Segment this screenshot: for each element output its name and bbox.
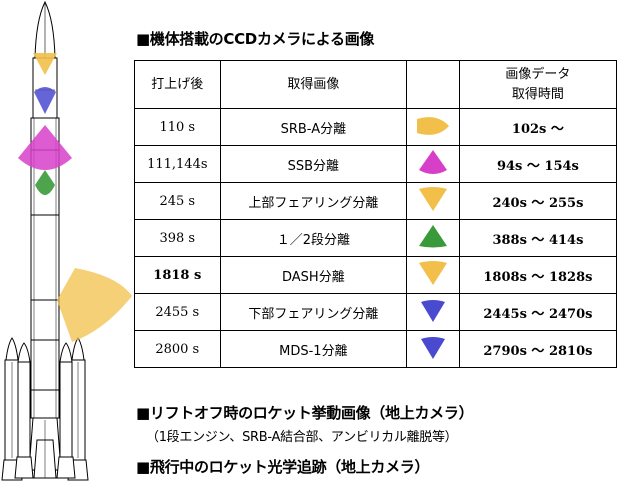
acquisition-window: 94s ～ 154s	[458, 145, 617, 183]
acquisition-window: 1808s ～ 1828s	[458, 256, 617, 294]
acquisition-window: 2445s ～ 2470s	[458, 293, 617, 331]
tracking-heading: ■飛行中のロケット光学追跡（地上カメラ）	[136, 458, 430, 476]
fov-green	[35, 170, 55, 195]
fov-magenta	[18, 125, 72, 170]
fov-cell	[406, 219, 460, 257]
fov-cell	[406, 330, 460, 368]
fov-cell	[406, 182, 460, 220]
event-time: 398 s	[134, 219, 221, 257]
table-row: 1818 s DASH分離 1808s ～ 1828s	[134, 256, 617, 294]
green-fan-icon	[418, 225, 447, 248]
image-name: SRB-A分離	[219, 108, 408, 146]
table-row: 245 s 上部フェアリング分離 240s ～ 255s	[134, 182, 617, 220]
event-time: 111,144s	[134, 145, 221, 183]
magenta-fan-icon	[418, 150, 447, 174]
event-time: 2455 s	[134, 293, 221, 331]
liftoff-note: （1段エンジン、SRB-A結合部、アンビリカル離脱等）	[146, 430, 458, 445]
header-time-after-launch: 打上げ後	[134, 60, 221, 109]
image-name: SSB分離	[219, 145, 408, 183]
fov-yellow-large	[57, 268, 132, 342]
table-row: 2455 s 下部フェアリング分離 2445s ～ 2470s	[134, 293, 617, 331]
fov-cell	[406, 108, 460, 146]
table-row: 110 s SRB-A分離 102s ～	[134, 108, 617, 146]
acquisition-window: 2790s ～ 2810s	[458, 330, 617, 368]
yellow-fan-icon	[416, 117, 449, 135]
rocket-diagram	[1, 0, 132, 481]
event-time: 1818 s	[134, 256, 221, 294]
fov-cell	[406, 293, 460, 331]
table-row: 2800 s MDS-1分離 2790s ～ 2810s	[134, 330, 617, 368]
image-name: DASH分離	[219, 256, 408, 294]
fov-blue-upper	[34, 87, 56, 114]
liftoff-heading: ■リフトオフ時のロケット挙動画像（地上カメラ）	[136, 404, 474, 422]
ccd-heading: ■機体搭載のCCDカメラによる画像	[136, 30, 375, 48]
acquisition-window: 388s ～ 414s	[458, 219, 617, 257]
blue-fan-icon	[420, 300, 445, 322]
fov-cell	[406, 145, 460, 183]
event-time: 2800 s	[134, 330, 221, 368]
event-time: 110 s	[134, 108, 221, 146]
header-image: 取得画像	[219, 60, 408, 109]
blue-fan-icon	[420, 337, 445, 359]
table-header-row: 打上げ後 取得画像 画像データ 取得時間	[134, 60, 617, 109]
header-icon	[406, 60, 460, 109]
header-acq-line2: 取得時間	[511, 86, 564, 102]
yellow-fan-icon	[418, 261, 447, 285]
fov-cell	[406, 256, 460, 294]
table-row: 398 s １／2段分離 388s ～ 414s	[134, 219, 617, 257]
table-row: 111,144s SSB分離 94s ～ 154s	[134, 145, 617, 183]
image-name: MDS-1分離	[219, 330, 408, 368]
ccd-image-table: 打上げ後 取得画像 画像データ 取得時間 110 s SRB-A分離 102s …	[134, 60, 617, 368]
header-acquisition-time: 画像データ 取得時間	[458, 60, 617, 109]
acquisition-window: 102s ～	[458, 108, 617, 146]
image-name: 下部フェアリング分離	[219, 293, 408, 331]
header-acq-line1: 画像データ	[505, 66, 571, 82]
image-name: 上部フェアリング分離	[219, 182, 408, 220]
fov-top-yellow	[33, 53, 57, 75]
acquisition-window: 240s ～ 255s	[458, 182, 617, 220]
yellow-fan-icon	[418, 187, 447, 211]
event-time: 245 s	[134, 182, 221, 220]
image-name: １／2段分離	[219, 219, 408, 257]
